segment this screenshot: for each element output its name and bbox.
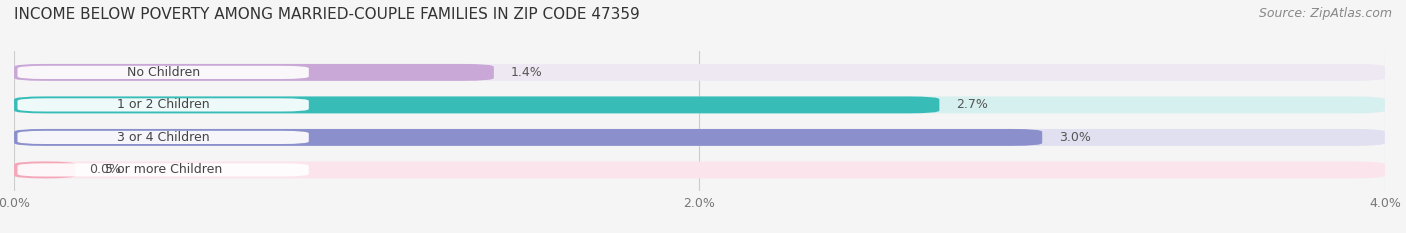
FancyBboxPatch shape: [14, 96, 1385, 113]
Text: No Children: No Children: [127, 66, 200, 79]
Text: 1.4%: 1.4%: [510, 66, 543, 79]
FancyBboxPatch shape: [14, 129, 1042, 146]
FancyBboxPatch shape: [14, 161, 76, 178]
FancyBboxPatch shape: [14, 64, 1385, 81]
FancyBboxPatch shape: [14, 96, 939, 113]
FancyBboxPatch shape: [17, 131, 309, 144]
Text: Source: ZipAtlas.com: Source: ZipAtlas.com: [1258, 7, 1392, 20]
FancyBboxPatch shape: [14, 64, 494, 81]
Text: 3 or 4 Children: 3 or 4 Children: [117, 131, 209, 144]
Text: 5 or more Children: 5 or more Children: [104, 163, 222, 176]
Text: 3.0%: 3.0%: [1059, 131, 1091, 144]
Text: 2.7%: 2.7%: [956, 98, 988, 111]
FancyBboxPatch shape: [17, 98, 309, 112]
FancyBboxPatch shape: [14, 129, 1385, 146]
FancyBboxPatch shape: [14, 161, 1385, 178]
FancyBboxPatch shape: [17, 66, 309, 79]
Text: INCOME BELOW POVERTY AMONG MARRIED-COUPLE FAMILIES IN ZIP CODE 47359: INCOME BELOW POVERTY AMONG MARRIED-COUPL…: [14, 7, 640, 22]
Text: 0.0%: 0.0%: [90, 163, 121, 176]
Text: 1 or 2 Children: 1 or 2 Children: [117, 98, 209, 111]
FancyBboxPatch shape: [17, 163, 309, 177]
